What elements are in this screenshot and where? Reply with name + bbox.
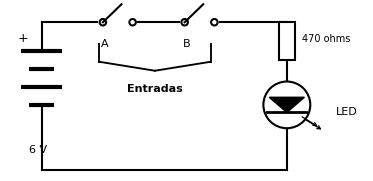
Text: Entradas: Entradas (127, 84, 183, 94)
Text: +: + (18, 32, 28, 45)
Text: 6 V: 6 V (29, 145, 47, 155)
Text: A: A (101, 39, 109, 49)
Polygon shape (269, 97, 304, 112)
Bar (279, 22, 295, 60)
Text: 470 ohms: 470 ohms (302, 34, 350, 44)
Ellipse shape (181, 19, 188, 26)
Ellipse shape (129, 19, 136, 26)
Ellipse shape (263, 81, 310, 128)
Ellipse shape (211, 19, 217, 26)
Text: LED: LED (336, 107, 358, 117)
Text: B: B (183, 39, 190, 49)
Ellipse shape (100, 19, 106, 26)
